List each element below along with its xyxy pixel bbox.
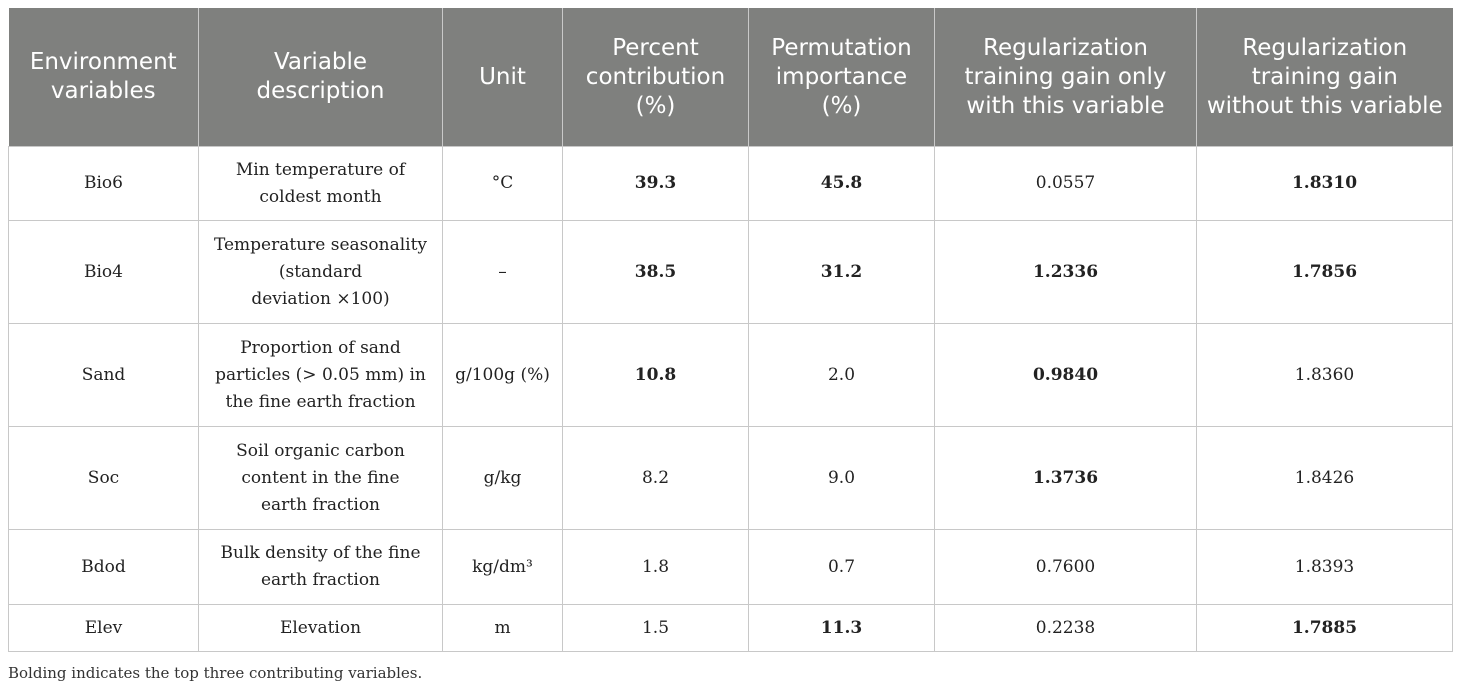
variable-importance-table: Environment variables Variable descripti… <box>8 8 1453 652</box>
cell-gain-without: 1.7856 <box>1196 220 1453 324</box>
cell-gain-only: 0.0557 <box>934 146 1197 221</box>
header-environment-variables: Environment variables <box>8 8 199 147</box>
cell-percent-contribution: 10.8 <box>562 323 749 427</box>
cell-gain-without: 1.7885 <box>1196 604 1453 652</box>
cell-variable: Bdod <box>8 529 199 605</box>
header-percent-contribution: Percent contribution (%) <box>562 8 749 147</box>
cell-permutation-importance: 9.0 <box>748 426 935 530</box>
cell-variable: Bio4 <box>8 220 199 324</box>
cell-description: Elevation <box>198 604 443 652</box>
cell-gain-only: 0.2238 <box>934 604 1197 652</box>
cell-description: Min temperature of coldest month <box>198 146 443 221</box>
cell-unit: °C <box>442 146 563 221</box>
header-gain-without: Regularization training gain without thi… <box>1196 8 1453 147</box>
cell-percent-contribution: 8.2 <box>562 426 749 530</box>
cell-permutation-importance: 45.8 <box>748 146 935 221</box>
cell-gain-without: 1.8426 <box>1196 426 1453 530</box>
table-row: Sand Proportion of sand particles (> 0.0… <box>8 323 1453 427</box>
cell-variable: Sand <box>8 323 199 427</box>
cell-gain-only: 0.7600 <box>934 529 1197 605</box>
cell-description: Temperature seasonality (standard deviat… <box>198 220 443 324</box>
cell-permutation-importance: 31.2 <box>748 220 935 324</box>
cell-variable: Bio6 <box>8 146 199 221</box>
cell-variable: Soc <box>8 426 199 530</box>
cell-gain-only: 1.2336 <box>934 220 1197 324</box>
table-row: Bio4 Temperature seasonality (standard d… <box>8 220 1453 324</box>
cell-unit: m <box>442 604 563 652</box>
cell-gain-only: 1.3736 <box>934 426 1197 530</box>
table-row: Bdod Bulk density of the fine earth frac… <box>8 529 1453 605</box>
cell-unit: g/kg <box>442 426 563 530</box>
cell-gain-only: 0.9840 <box>934 323 1197 427</box>
cell-unit: – <box>442 220 563 324</box>
cell-gain-without: 1.8310 <box>1196 146 1453 221</box>
header-gain-only: Regularization training gain only with t… <box>934 8 1197 147</box>
table-row: Soc Soil organic carbon content in the f… <box>8 426 1453 530</box>
cell-permutation-importance: 2.0 <box>748 323 935 427</box>
cell-unit: kg/dm³ <box>442 529 563 605</box>
cell-permutation-importance: 0.7 <box>748 529 935 605</box>
table-footnote: Bolding indicates the top three contribu… <box>8 664 423 682</box>
cell-percent-contribution: 1.8 <box>562 529 749 605</box>
cell-description: Bulk density of the fine earth fraction <box>198 529 443 605</box>
cell-unit: g/100g (%) <box>442 323 563 427</box>
cell-percent-contribution: 38.5 <box>562 220 749 324</box>
cell-description: Proportion of sand particles (> 0.05 mm)… <box>198 323 443 427</box>
header-unit: Unit <box>442 8 563 147</box>
cell-gain-without: 1.8360 <box>1196 323 1453 427</box>
header-variable-description: Variable description <box>198 8 443 147</box>
header-row: Environment variables Variable descripti… <box>8 8 1453 147</box>
cell-gain-without: 1.8393 <box>1196 529 1453 605</box>
table-row: Elev Elevation m 1.5 11.3 0.2238 1.7885 <box>8 604 1453 652</box>
cell-variable: Elev <box>8 604 199 652</box>
cell-percent-contribution: 1.5 <box>562 604 749 652</box>
table-row: Bio6 Min temperature of coldest month °C… <box>8 146 1453 221</box>
header-permutation-importance: Permutation importance (%) <box>748 8 935 147</box>
cell-description: Soil organic carbon content in the fine … <box>198 426 443 530</box>
cell-permutation-importance: 11.3 <box>748 604 935 652</box>
cell-percent-contribution: 39.3 <box>562 146 749 221</box>
